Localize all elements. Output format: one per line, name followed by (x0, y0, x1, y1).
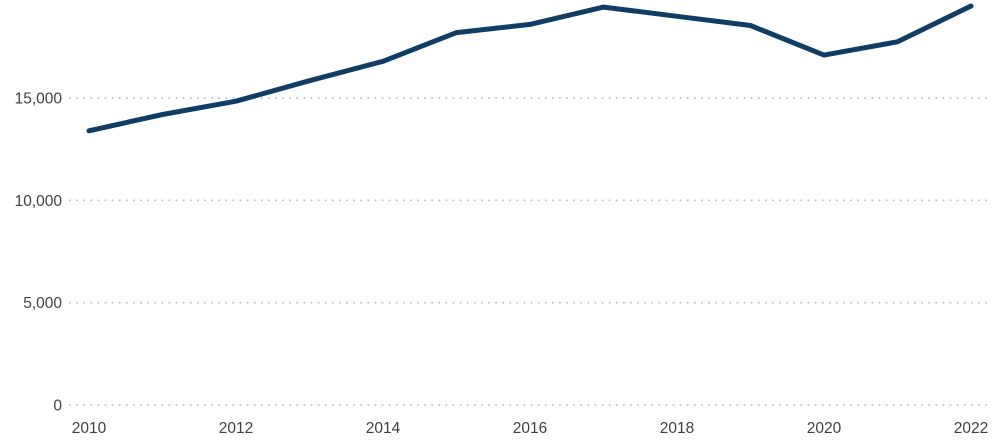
x-tick-label: 2010 (72, 420, 107, 437)
x-tick-label: 2016 (513, 420, 547, 437)
x-tick-label: 2012 (219, 420, 253, 437)
y-tick-label: 5,000 (23, 295, 62, 312)
data-line (86, 3, 974, 134)
y-tick-label: 0 (53, 398, 62, 415)
x-tick-label: 2022 (954, 420, 988, 437)
y-tick-label: 15,000 (15, 91, 63, 108)
x-tick-label: 2018 (660, 420, 694, 437)
x-tick-label: 2014 (366, 420, 401, 437)
y-tick-label: 10,000 (15, 193, 63, 210)
x-tick-label: 2020 (807, 420, 842, 437)
